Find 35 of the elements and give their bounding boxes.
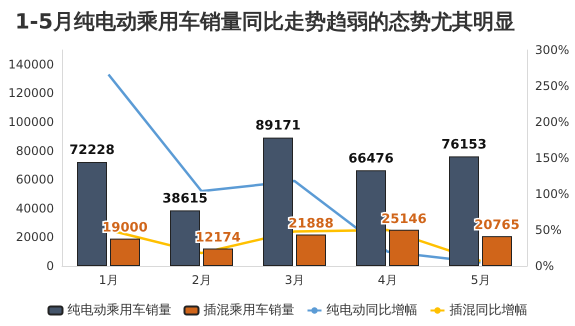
data-label: 89171 <box>255 118 301 134</box>
x-tick-label: 2月 <box>192 273 212 287</box>
y-tick-label: 140000 <box>8 57 54 72</box>
legend-label: 插混乘用车销量 <box>204 303 294 318</box>
bar <box>203 248 233 266</box>
y2-tick-label: 150% <box>535 151 570 165</box>
bar <box>389 230 419 266</box>
y2-tick-label: 0% <box>535 259 554 273</box>
data-label: 76153 <box>441 137 487 152</box>
y-tick-label: 120000 <box>8 86 54 100</box>
chart-title: 1-5月纯电动乘用车销量同比走势趋弱的态势尤其明显 <box>15 10 515 34</box>
y2-tick-label: 200% <box>535 115 570 129</box>
x-tick-label: 1月 <box>98 273 118 287</box>
legend-label: 纯电动同比增幅 <box>326 303 418 318</box>
y2-tick-label: 250% <box>535 79 570 93</box>
y2-tick-label: 300% <box>535 43 570 57</box>
legend-label: 纯电动乘用车销量 <box>68 303 172 318</box>
y2-tick-label: 50% <box>535 223 562 237</box>
data-label: 66476 <box>348 151 394 166</box>
x-tick-label: 4月 <box>378 273 398 287</box>
y-tick-label: 100000 <box>8 115 54 129</box>
y-tick-label: 60000 <box>16 172 54 187</box>
y2-tick-label: 100% <box>535 187 570 201</box>
bar <box>296 234 326 266</box>
x-tick-label: 3月 <box>284 273 304 287</box>
y-tick-label: 40000 <box>16 201 54 216</box>
data-label: 72228 <box>69 142 115 158</box>
bar <box>482 236 512 266</box>
data-label: 38615 <box>162 191 208 206</box>
legend-label: 插混同比增幅 <box>450 303 528 318</box>
y-tick-label: 80000 <box>16 144 54 158</box>
y-tick-label: 0 <box>46 259 54 273</box>
x-tick-label: 5月 <box>470 273 490 287</box>
bar <box>110 238 140 266</box>
y-tick-label: 20000 <box>16 230 54 244</box>
